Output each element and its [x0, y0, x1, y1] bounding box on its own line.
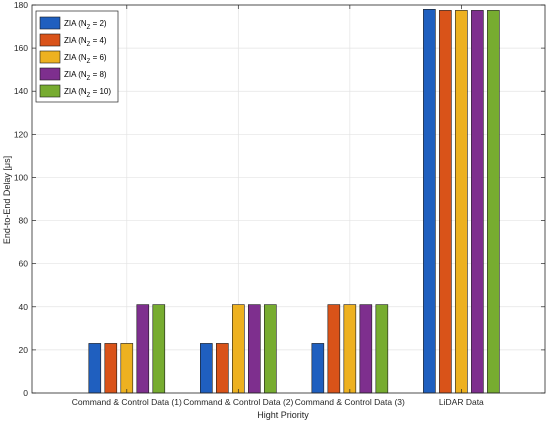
y-tick-label: 0: [23, 388, 28, 398]
bar: [200, 343, 213, 394]
legend-label: ZIA (NZ = 2): [64, 19, 107, 31]
y-tick-label: 160: [14, 43, 28, 53]
bar: [120, 343, 134, 394]
y-tick-label: 120: [14, 129, 28, 139]
y-tick-label: 80: [19, 216, 29, 226]
bar: [264, 304, 277, 394]
bar: [455, 10, 468, 394]
bar: [439, 10, 452, 394]
y-tick-label: 60: [19, 259, 29, 269]
plot-area: 0 20 40 60 80 100 120 140 160 180 Command & Contro…: [14, 0, 546, 407]
bar: [311, 343, 325, 394]
bar: [343, 304, 357, 394]
bar: [216, 343, 229, 394]
bar: [327, 304, 341, 394]
x-tick-label: Command & Control Data (2): [183, 397, 293, 407]
axes-box: [31, 4, 546, 394]
legend-swatch: [39, 67, 61, 81]
y-tick-label: 180: [14, 0, 28, 10]
bar: [136, 304, 150, 394]
bar: [359, 304, 373, 394]
bar: [88, 343, 102, 394]
y-tick-label: 140: [14, 86, 28, 96]
legend-swatch: [39, 50, 61, 64]
legend-label: ZIA (NZ = 6): [64, 53, 107, 65]
legend-label: ZIA (NZ = 4): [64, 36, 107, 48]
legend-label: ZIA (NZ = 10): [64, 87, 111, 99]
legend-swatch: [39, 16, 61, 30]
x-tick-label: Command & Control Data (3): [295, 397, 405, 407]
y-tick-label: 40: [19, 302, 29, 312]
bar: [232, 304, 245, 394]
bar: [487, 10, 500, 394]
bar: [471, 10, 484, 394]
y-axis-title: End-to-End Delay [μs]: [2, 156, 12, 244]
x-tick-label: LiDAR Data: [439, 397, 484, 407]
bar: [248, 304, 261, 394]
x-axis-title: Hight Priority: [257, 410, 309, 420]
legend-swatch: [39, 33, 61, 47]
x-tick-label: Command & Control Data (1): [72, 397, 182, 407]
y-tick-label: 100: [14, 172, 28, 182]
legend-swatch: [39, 84, 61, 98]
bar: [152, 304, 166, 394]
bar: [375, 304, 389, 394]
legend-label: ZIA (NZ = 8): [64, 70, 107, 82]
y-tick-label: 20: [19, 345, 29, 355]
bar: [423, 9, 436, 394]
bar: [104, 343, 118, 394]
